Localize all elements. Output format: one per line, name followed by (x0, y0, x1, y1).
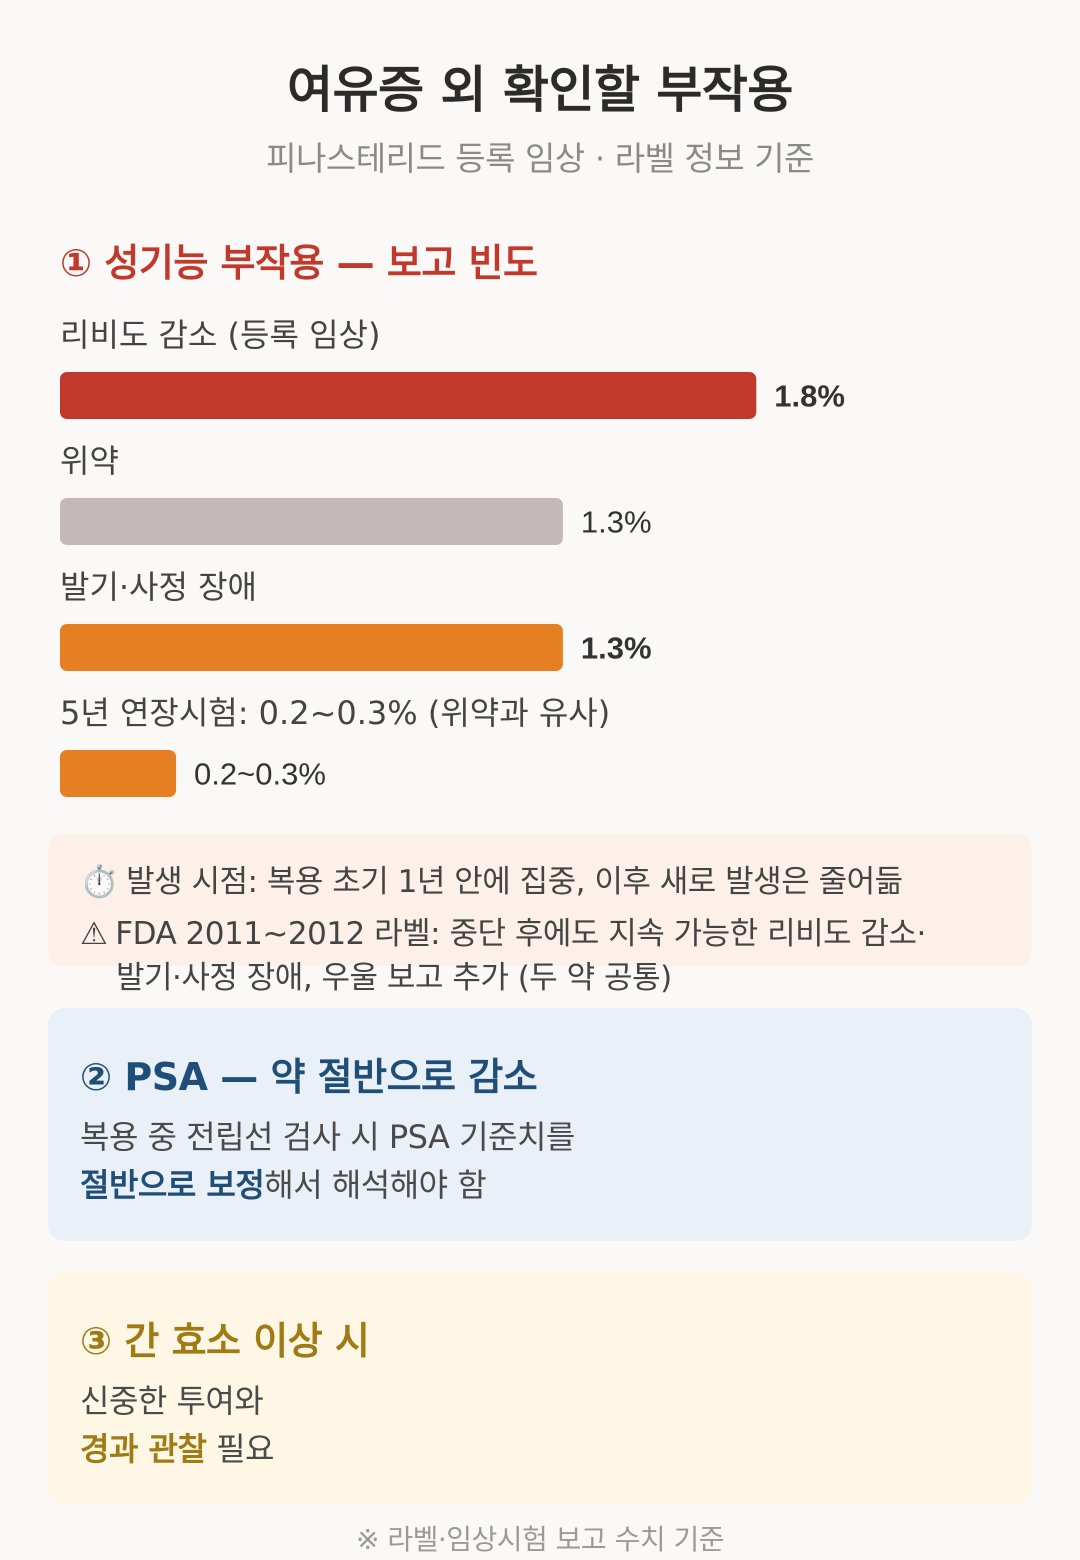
psa-card: ② PSA — 약 절반으로 감소 복용 중 전립선 검사 시 PSA 기준치를… (48, 1008, 1032, 1241)
psa-card-line2-rest: 해서 해석해야 함 (264, 1166, 487, 1204)
section-sexual-side-effects-title: ① 성기능 부작용 — 보고 빈도 (60, 241, 538, 285)
warning-icon: ⚠ (80, 916, 108, 952)
bar (60, 372, 757, 419)
page-title: 여유증 외 확인할 부작용 (287, 61, 793, 119)
liver-enzyme-card: ③ 간 효소 이상 시 신중한 투여와 경과 관찰 필요 (48, 1272, 1032, 1504)
bar (60, 624, 563, 671)
liver-card-line2: 경과 관찰 필요 (80, 1424, 274, 1470)
timing-note: ⏱️ 발생 시점: 복용 초기 1년 안에 집중, 이후 새로 발생은 줄어듦 (80, 856, 903, 901)
sexual-side-effects-bar-chart: 리비도 감소 (등록 임상) 1.8% 위약 1.3% 발기·사정 장애 1.3% 5년 연… (60, 316, 845, 797)
timing-note-box (48, 834, 1032, 966)
psa-card-line2: 절반으로 보정해서 해석해야 함 (80, 1160, 487, 1206)
liver-card-title: ③ 간 효소 이상 시 (80, 1319, 370, 1363)
stopwatch-icon: ⏱️ (80, 864, 119, 900)
value-label: 0.2~0.3% (194, 757, 326, 792)
page-subtitle: 피나스테리드 등록 임상 · 라벨 정보 기준 (266, 139, 814, 178)
category-label: 5년 연장시험: 0.2~0.3% (위약과 유사) (60, 694, 610, 732)
timing-note-text: 발생 시점: 복용 초기 1년 안에 집중, 이후 새로 발생은 줄어듦 (126, 864, 903, 900)
category-label: 리비도 감소 (등록 임상) (60, 316, 380, 354)
fda-label-note-text: FDA 2011~2012 라벨: 중단 후에도 지속 가능한 리비도 감소· (115, 916, 926, 952)
value-label: 1.8% (774, 379, 845, 414)
category-label: 발기·사정 장애 (60, 568, 257, 606)
source-footnote: ※ 라벨·임상시험 보고 수치 기준 (355, 1523, 725, 1556)
liver-card-line2-rest: 필요 (206, 1430, 274, 1468)
psa-card-title: ② PSA — 약 절반으로 감소 (80, 1055, 538, 1099)
category-label: 위약 (60, 442, 119, 480)
bar (60, 498, 563, 545)
value-label: 1.3% (581, 505, 652, 540)
liver-card-emphasis: 경과 관찰 (80, 1430, 207, 1468)
fda-label-note-continued: 발기·사정 장애, 우울 보고 추가 (두 약 공통) (116, 960, 672, 996)
liver-card-line1: 신중한 투여와 (80, 1382, 264, 1420)
value-label: 1.3% (581, 631, 652, 666)
bar (60, 750, 177, 797)
fda-label-note: ⚠ FDA 2011~2012 라벨: 중단 후에도 지속 가능한 리비도 감소· (80, 908, 926, 953)
psa-card-line1: 복용 중 전립선 검사 시 PSA 기준치를 (80, 1118, 575, 1156)
psa-card-emphasis: 절반으로 보정 (80, 1166, 265, 1204)
